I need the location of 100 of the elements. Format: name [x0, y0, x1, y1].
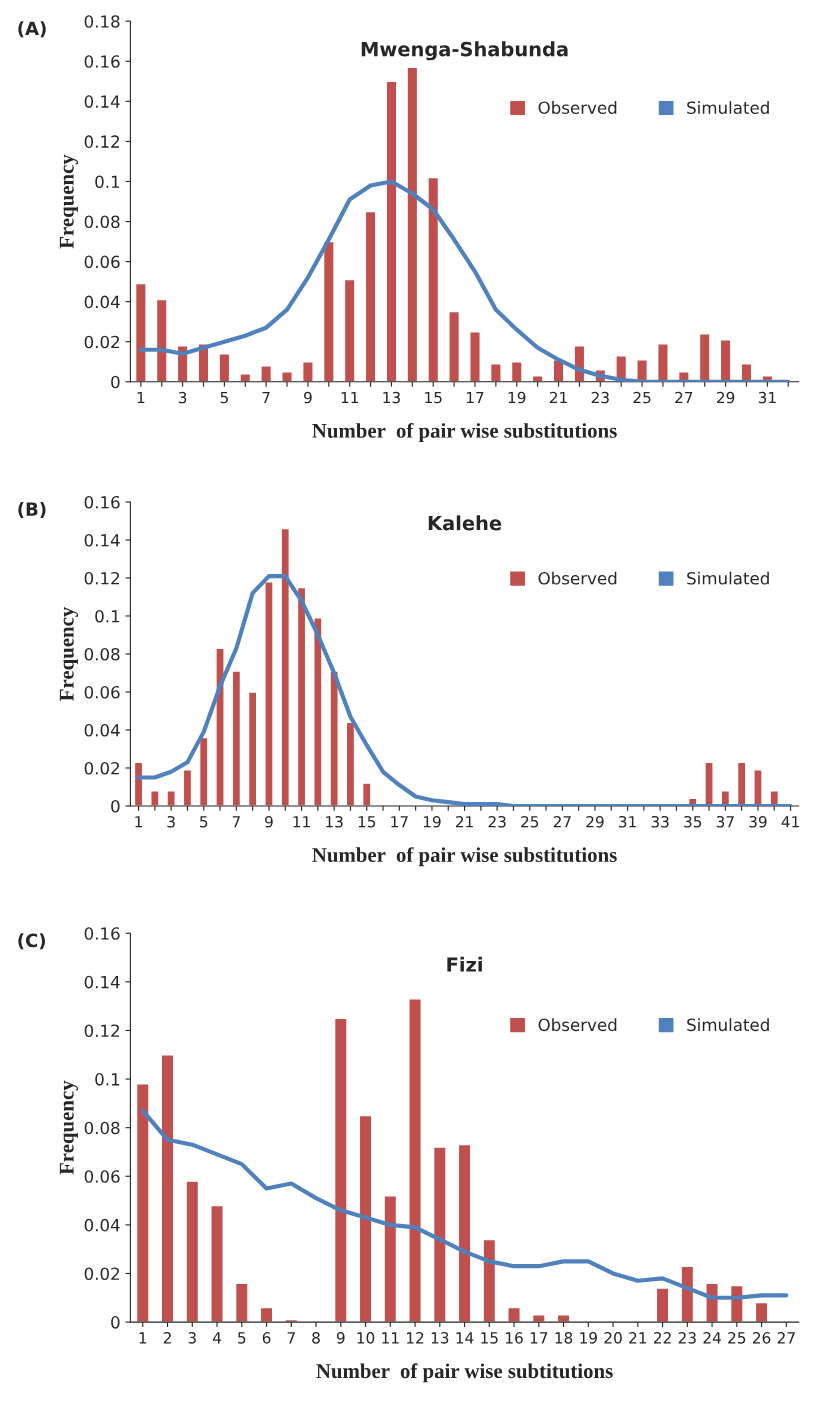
bar — [150, 790, 160, 806]
text: Mwenga-Shabunda — [361, 41, 568, 61]
x-tick-label: 19 — [508, 391, 526, 404]
y-tick-label: 0.06 — [84, 1170, 120, 1183]
y-tick-label: 0.02 — [84, 335, 120, 349]
x-tick-label: 17 — [530, 1332, 548, 1344]
bar — [231, 670, 242, 806]
y-axis-title: Frequency — [59, 1080, 79, 1175]
x-axis-title: Number of pair wise substitutions — [312, 422, 617, 443]
bar — [408, 998, 422, 1323]
y-tick-label: 0.04 — [84, 1218, 120, 1232]
y-tick-label: 0.1 — [95, 609, 120, 623]
bar — [406, 66, 419, 382]
x-tick-label: 20 — [604, 1332, 622, 1344]
y-tick-label: 0.1 — [95, 1073, 120, 1086]
bar — [636, 359, 648, 382]
y-tick-label: 0.12 — [84, 571, 120, 585]
x-tick-label: 7 — [232, 816, 240, 828]
x-tick-label: 21 — [629, 1332, 647, 1344]
legend-label: Simulated — [687, 1018, 769, 1032]
x-tick-label: 14 — [456, 1332, 474, 1344]
x-tick-label: 12 — [407, 1332, 424, 1344]
x-tick-label: 5 — [200, 816, 208, 828]
y-tick-label: 0 — [111, 799, 120, 813]
bar — [736, 761, 747, 806]
x-tick-label: 25 — [633, 391, 651, 404]
x-tick-label: 3 — [178, 391, 187, 404]
bar — [155, 298, 168, 382]
x-tick-label: 9 — [304, 391, 312, 404]
x-tick-label: 21 — [455, 815, 473, 828]
bar — [313, 617, 323, 806]
x-tick-label: 41 — [781, 816, 799, 828]
x-tick-label: 11 — [293, 816, 310, 828]
y-tick-label: 0.16 — [84, 495, 120, 509]
x-tick-label: 3 — [188, 1332, 196, 1344]
y-tick-label: 0.08 — [84, 215, 120, 229]
x-tick-label: 19 — [580, 1332, 597, 1344]
bar — [135, 1083, 150, 1323]
text: Kalehe — [428, 515, 502, 531]
y-tick-label: 0.12 — [84, 135, 120, 148]
x-tick-label: 6 — [262, 1332, 271, 1344]
y-tick-label: 0.14 — [84, 95, 120, 108]
x-tick-label: 23 — [591, 391, 609, 404]
bar — [182, 769, 193, 806]
bar — [385, 80, 398, 382]
y-tick-label: 0.16 — [84, 927, 120, 940]
y-axis-title: Frequency — [59, 154, 79, 249]
x-tick-label: 13 — [431, 1332, 449, 1344]
legend-label: Simulated — [687, 101, 769, 115]
line-series — [136, 573, 793, 806]
legend-label: Observed — [538, 101, 617, 115]
bar — [260, 365, 273, 382]
x-tick-label: 24 — [703, 1332, 721, 1344]
bar — [383, 1195, 398, 1323]
x-tick-label: 27 — [553, 815, 571, 828]
bar — [364, 210, 377, 382]
x-tick-label: 5 — [238, 1332, 246, 1344]
bar — [489, 363, 502, 382]
bar — [345, 721, 356, 806]
x-tick-label: 9 — [265, 815, 273, 828]
x-tick-label: 3 — [167, 815, 175, 828]
bar — [510, 361, 523, 382]
x-tick-label: 17 — [391, 816, 408, 828]
bar — [239, 373, 252, 382]
bar — [234, 1282, 249, 1323]
x-tick-label: 8 — [312, 1332, 320, 1344]
y-tick-label: 0.06 — [84, 685, 120, 699]
x-tick-label: 21 — [549, 391, 567, 404]
x-tick-label: 16 — [506, 1332, 523, 1344]
x-tick-label: 39 — [749, 815, 767, 828]
bar — [655, 1287, 670, 1323]
x-axis-title: Number of pair wise subtitutions — [316, 1363, 613, 1383]
bar — [302, 361, 314, 382]
bar — [329, 670, 339, 806]
x-tick-label: 13 — [326, 815, 343, 828]
x-tick-label: 31 — [758, 391, 776, 404]
x-tick-label: 31 — [618, 815, 636, 828]
x-tick-label: 5 — [220, 391, 228, 404]
bar — [264, 581, 274, 806]
y-tick-label: 0.12 — [84, 1024, 120, 1038]
line-series — [140, 1108, 789, 1300]
x-tick-label: 7 — [262, 391, 270, 404]
x-tick-label: 19 — [423, 815, 441, 828]
bar — [469, 331, 481, 382]
x-tick-label: 15 — [425, 391, 442, 404]
x-tick-label: 29 — [717, 391, 735, 404]
bar — [215, 647, 225, 806]
bar — [134, 282, 147, 382]
y-tick-label: 0.06 — [84, 255, 120, 269]
x-tick-label: 15 — [358, 816, 376, 828]
y-axis-title: Frequency — [59, 606, 79, 701]
bar — [322, 240, 335, 382]
bar — [680, 1265, 695, 1323]
y-tick-label: 0.04 — [84, 723, 120, 737]
x-tick-label: 33 — [651, 815, 669, 828]
x-tick-label: 25 — [728, 1332, 746, 1344]
legend-label: Observed — [538, 571, 617, 585]
x-tick-label: 22 — [653, 1332, 671, 1344]
bar — [281, 371, 293, 382]
bar — [358, 1114, 373, 1323]
